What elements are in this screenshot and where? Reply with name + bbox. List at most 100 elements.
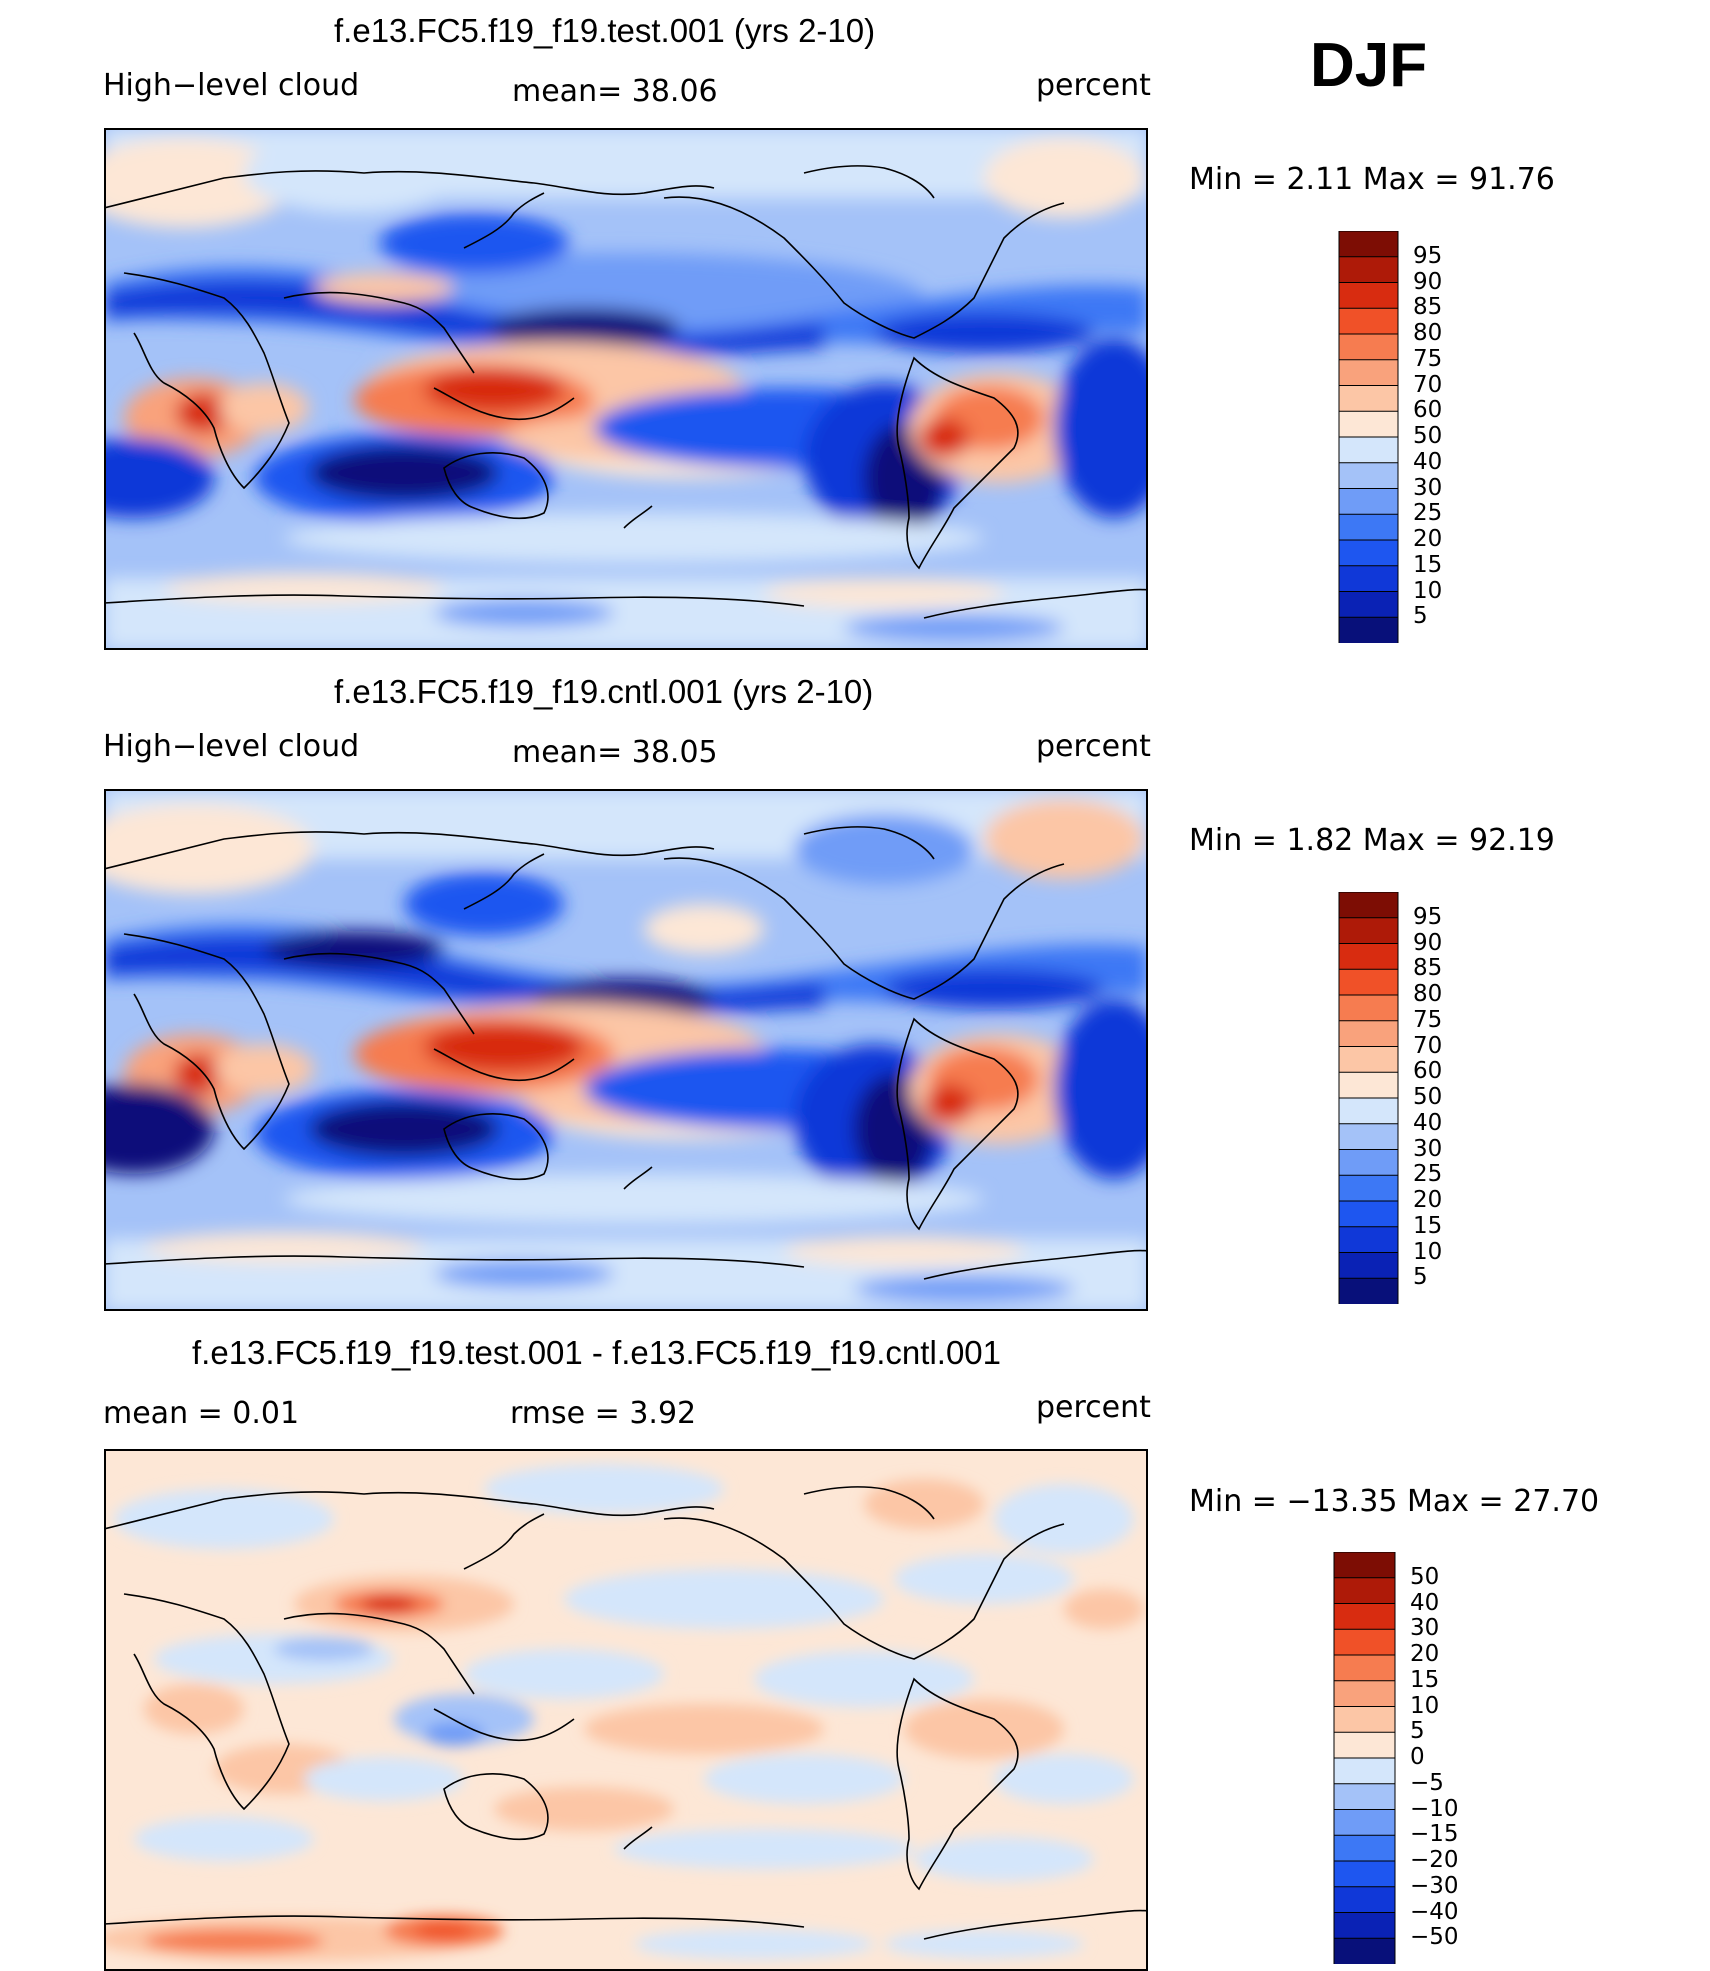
colorbar-swatch — [1338, 256, 1399, 284]
colorbar-tick-label: 0 — [1410, 1744, 1425, 1770]
colorbar-swatch — [1338, 1123, 1399, 1151]
panel-1-contour-field — [104, 128, 1148, 650]
colorbar-swatch — [1338, 917, 1399, 945]
colorbar-tick-label: 60 — [1413, 397, 1443, 424]
panel-2-variable-label: High−level cloud — [103, 729, 360, 764]
colorbar-swatch — [1338, 1046, 1399, 1074]
colorbar-swatch — [1333, 1912, 1396, 1940]
panel-3-contour-field — [104, 1449, 1148, 1971]
colorbar-swatch — [1333, 1783, 1396, 1811]
colorbar-swatch — [1333, 1551, 1396, 1579]
panel-1-minmax: Min = 2.11 Max = 91.76 — [1189, 162, 1555, 197]
panel-3-map — [104, 1449, 1148, 1971]
colorbar-swatch — [1338, 1200, 1399, 1228]
panel-1-colorbar — [1338, 230, 1399, 644]
colorbar-tick-label: 30 — [1413, 474, 1443, 501]
colorbar-tick-label: 40 — [1413, 1109, 1443, 1136]
panel-1-units-label: percent — [1036, 68, 1151, 103]
panel-1-mean-label: mean= 38.06 — [512, 74, 718, 109]
colorbar-tick-label: 10 — [1410, 1692, 1440, 1719]
colorbar-tick-label: 50 — [1413, 423, 1443, 449]
colorbar-swatch — [1333, 1680, 1396, 1708]
colorbar-swatch — [1333, 1937, 1396, 1965]
colorbar-tick-label: 50 — [1410, 1563, 1440, 1590]
season-label: DJF — [1310, 31, 1428, 100]
panel-1-coastlines — [104, 165, 1148, 619]
colorbar-swatch — [1338, 307, 1399, 335]
colorbar-tick-label: 70 — [1413, 1032, 1443, 1059]
colorbar-swatch — [1338, 994, 1399, 1022]
colorbar-tick-label: 80 — [1413, 320, 1443, 346]
colorbar-tick-label: 50 — [1413, 1084, 1443, 1110]
colorbar-tick-label: −10 — [1410, 1795, 1459, 1822]
colorbar-swatch — [1338, 1252, 1399, 1280]
colorbar-swatch — [1338, 968, 1399, 996]
panel-3-colorbar — [1333, 1551, 1396, 1965]
colorbar-swatch — [1333, 1731, 1396, 1759]
colorbar-swatch — [1338, 1020, 1399, 1048]
colorbar-tick-label: 70 — [1413, 371, 1443, 398]
colorbar-swatch — [1338, 1174, 1399, 1202]
colorbar-tick-label: 10 — [1413, 577, 1443, 604]
colorbar-tick-label: 5 — [1413, 603, 1428, 630]
colorbar-tick-label: 5 — [1413, 1264, 1428, 1291]
colorbar-swatch — [1333, 1757, 1396, 1785]
colorbar-tick-label: −50 — [1410, 1924, 1459, 1951]
colorbar-swatch — [1338, 282, 1399, 310]
panel-3-rmse-label: rmse = 3.92 — [510, 1396, 697, 1431]
colorbar-swatch — [1338, 891, 1399, 919]
colorbar-swatch — [1338, 1071, 1399, 1099]
panel-3-title: f.e13.FC5.f19_f19.test.001 - f.e13.FC5.f… — [192, 1334, 1002, 1371]
colorbar-tick-label: 40 — [1413, 448, 1443, 475]
colorbar-swatch — [1338, 591, 1399, 619]
panel-3-mean-label: mean = 0.01 — [103, 1396, 300, 1431]
colorbar-tick-label: 40 — [1410, 1589, 1440, 1616]
colorbar-tick-label: −40 — [1410, 1898, 1459, 1925]
colorbar-swatch — [1338, 333, 1399, 361]
colorbar-tick-label: 15 — [1410, 1666, 1440, 1693]
panel-2-title: f.e13.FC5.f19_f19.cntl.001 (yrs 2-10) — [334, 673, 874, 710]
colorbar-tick-label: 15 — [1413, 551, 1443, 578]
colorbar-tick-label: 90 — [1413, 268, 1443, 295]
colorbar-tick-label: 60 — [1413, 1058, 1443, 1085]
colorbar-swatch — [1338, 513, 1399, 541]
colorbar-swatch — [1338, 410, 1399, 438]
colorbar-swatch — [1338, 1277, 1399, 1305]
panel-1-title: f.e13.FC5.f19_f19.test.001 (yrs 2-10) — [334, 12, 876, 49]
colorbar-swatch — [1333, 1886, 1396, 1914]
colorbar-tick-label: 30 — [1410, 1615, 1440, 1642]
colorbar-tick-label: 75 — [1413, 1006, 1443, 1033]
colorbar-tick-label: 25 — [1413, 500, 1443, 527]
panel-2-mean-label: mean= 38.05 — [512, 735, 718, 770]
panel-3-coastlines — [104, 1486, 1148, 1940]
colorbar-tick-label: 85 — [1413, 955, 1443, 982]
colorbar-tick-label: 75 — [1413, 345, 1443, 372]
colorbar-swatch — [1338, 616, 1399, 644]
colorbar-swatch — [1338, 539, 1399, 567]
panel-1-variable-label: High−level cloud — [103, 68, 360, 103]
colorbar-swatch — [1338, 385, 1399, 413]
colorbar-swatch — [1338, 488, 1399, 516]
panel-1-map — [104, 128, 1148, 650]
colorbar-swatch — [1338, 1226, 1399, 1254]
panel-2-units-label: percent — [1036, 729, 1151, 764]
colorbar-tick-label: 20 — [1413, 1187, 1443, 1213]
colorbar-tick-label: 85 — [1413, 294, 1443, 321]
colorbar-tick-label: 80 — [1413, 981, 1443, 1007]
panel-2-map — [104, 789, 1148, 1311]
colorbar-swatch — [1333, 1603, 1396, 1631]
colorbar-tick-label: −20 — [1410, 1847, 1459, 1873]
panel-2-colorbar — [1338, 891, 1399, 1305]
colorbar-tick-label: 5 — [1410, 1718, 1425, 1745]
colorbar-swatch — [1338, 230, 1399, 258]
colorbar-swatch — [1333, 1577, 1396, 1605]
panel-3-units-label: percent — [1036, 1390, 1151, 1425]
colorbar-tick-label: −15 — [1410, 1821, 1459, 1848]
colorbar-tick-label: 90 — [1413, 929, 1443, 956]
colorbar-tick-label: 95 — [1413, 242, 1443, 269]
colorbar-tick-label: 30 — [1413, 1135, 1443, 1162]
colorbar-swatch — [1338, 436, 1399, 464]
colorbar-tick-label: 10 — [1413, 1238, 1443, 1265]
colorbar-swatch — [1338, 943, 1399, 971]
colorbar-swatch — [1333, 1628, 1396, 1656]
